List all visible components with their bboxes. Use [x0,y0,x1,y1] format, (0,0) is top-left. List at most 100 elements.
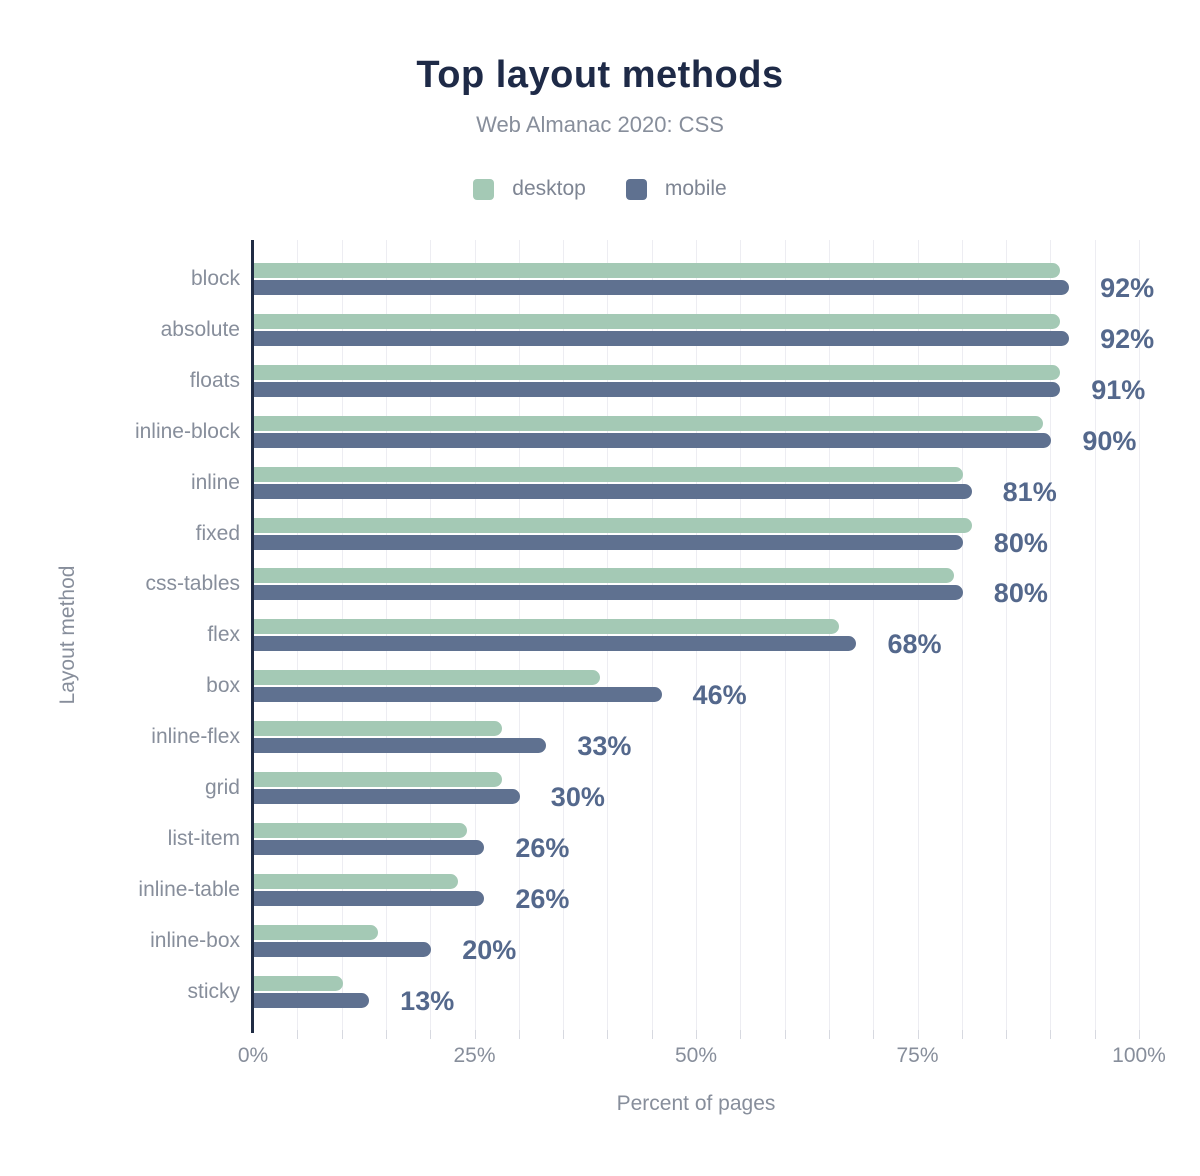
bar-desktop-grid [254,772,503,787]
gridline [341,240,343,1030]
value-label-block: 92% [1100,273,1155,303]
x-tick-label-0pct: 0% [237,1044,269,1067]
x-axis-tick [1050,1030,1052,1039]
chart-title: Top layout methods [416,54,784,96]
gridline [1094,240,1096,1030]
legend-label-desktop: desktop [512,177,586,200]
bar-mobile-flex [254,636,857,651]
mobile-swatch-icon [625,178,647,200]
gridline [430,240,432,1030]
gridline [297,240,299,1030]
bar-mobile-floats [254,382,1061,397]
gridline [607,240,609,1030]
legend-item-desktop[interactable]: desktop [473,177,586,201]
bar-desktop-inline-block [254,416,1043,431]
x-axis-tick [430,1030,432,1039]
bar-mobile-block [254,280,1070,295]
x-axis-tick [828,1030,830,1039]
x-axis-title: Percent of pages [616,1092,776,1115]
bar-desktop-css-tables [254,568,954,583]
gridline [651,240,653,1030]
x-tick-label-100pct: 100% [1112,1044,1166,1067]
value-label-fixed: 80% [993,528,1048,558]
x-axis-tick [563,1030,565,1039]
gridline [784,240,786,1030]
bar-mobile-inline-box [254,942,432,957]
category-label-list-item: list-item [167,827,240,850]
x-axis-tick [518,1030,520,1039]
x-axis-tick [1139,1030,1140,1039]
value-label-absolute: 92% [1100,324,1155,354]
x-axis-tick [1094,1030,1096,1039]
bar-mobile-list-item [254,840,485,855]
bar-mobile-fixed [254,535,963,550]
legend: desktop mobile [0,177,1200,201]
x-axis-tick [873,1030,875,1039]
x-axis-tick [385,1030,387,1039]
category-label-floats: floats [189,369,240,392]
value-label-list-item: 26% [515,833,570,863]
y-axis-line [251,240,254,1033]
bar-mobile-sticky [254,993,370,1008]
gridline [873,240,875,1030]
category-label-block: block [190,267,240,290]
plot-area: block 92% absolute 92% floats 91% inline-block… [135,240,1166,1067]
x-axis-tick [474,1030,476,1039]
category-label-inline-box: inline-box [150,929,240,952]
legend-label-mobile: mobile [664,177,727,200]
category-label-fixed: fixed [195,522,240,545]
gridline [563,240,565,1030]
bar-mobile-inline-table [254,891,485,906]
gridline [1139,240,1140,1030]
bar-desktop-flex [254,619,839,634]
y-axis-title: Layout method [56,565,79,705]
x-axis-tick [740,1030,742,1039]
x-axis-tick [297,1030,299,1039]
x-axis-tick [1006,1030,1008,1039]
x-axis-tick [696,1030,697,1039]
category-label-absolute: absolute [160,318,240,341]
gridline [1050,240,1052,1030]
value-label-inline-flex: 33% [577,731,632,761]
bar-mobile-grid [254,789,520,804]
gridline [828,240,830,1030]
category-label-inline-block: inline-block [134,420,240,443]
category-label-css-tables: css-tables [145,572,240,595]
category-label-inline: inline [190,471,240,494]
bar-desktop-box [254,670,600,685]
bar-mobile-inline [254,484,972,499]
value-label-grid: 30% [550,782,605,812]
gridline [696,240,697,1030]
chart-subtitle: Web Almanac 2020: CSS [476,112,724,137]
bar-desktop-fixed [254,518,972,533]
gridline [740,240,742,1030]
gridline [917,240,919,1030]
category-label-inline-table: inline-table [138,878,240,901]
bar-desktop-inline-table [254,874,458,889]
bar-desktop-inline [254,467,963,482]
x-axis-tick [917,1030,919,1039]
value-label-css-tables: 80% [993,578,1048,608]
x-tick-label-75pct: 75% [896,1044,939,1067]
value-label-inline: 81% [1002,477,1057,507]
gridline [385,240,387,1030]
value-label-inline-block: 90% [1082,426,1137,456]
bar-mobile-absolute [254,331,1070,346]
bar-desktop-absolute [254,314,1061,329]
bar-desktop-list-item [254,823,467,838]
bar-mobile-inline-block [254,433,1052,448]
gridline [961,240,963,1030]
bar-mobile-box [254,687,662,702]
value-label-box: 46% [692,680,747,710]
x-axis-tick [651,1030,653,1039]
bar-desktop-floats [254,365,1061,380]
gridline [1006,240,1008,1030]
legend-item-mobile[interactable]: mobile [625,177,727,201]
bar-desktop-block [254,263,1061,278]
x-axis-tick [607,1030,609,1039]
gridline [518,240,520,1030]
x-axis-tick [784,1030,786,1039]
x-tick-label-25pct: 25% [453,1044,496,1067]
category-label-box: box [206,674,240,697]
